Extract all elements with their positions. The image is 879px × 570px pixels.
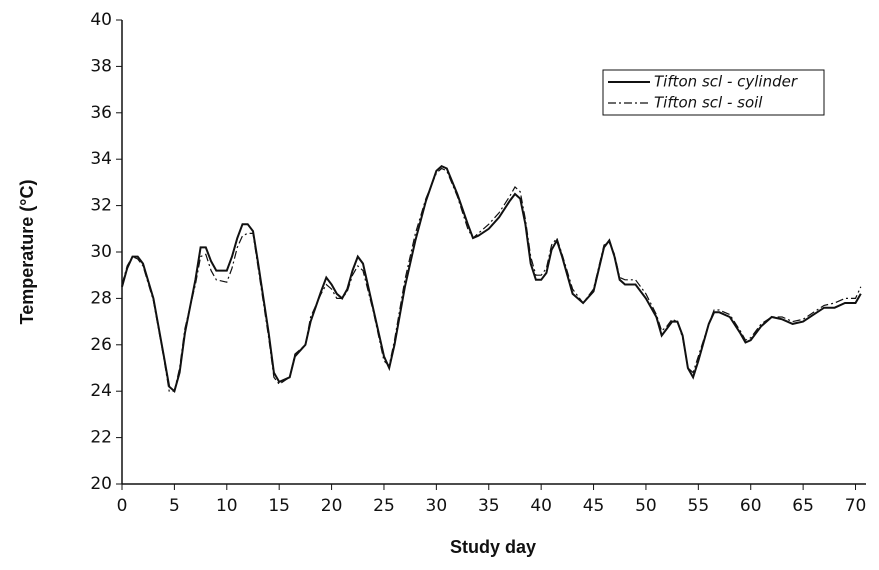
x-tick-label: 0 <box>117 496 128 516</box>
x-axis-title: Study day <box>450 537 536 557</box>
x-tick-label: 35 <box>478 496 500 516</box>
x-tick-label: 45 <box>583 496 605 516</box>
y-tick-label: 34 <box>90 149 112 169</box>
x-tick-label: 20 <box>321 496 343 516</box>
y-axis-title: Temperature (°C) <box>17 180 37 325</box>
x-tick-label: 40 <box>530 496 552 516</box>
series-line <box>121 167 862 392</box>
x-tick-label: 65 <box>792 496 814 516</box>
legend-label: Tifton scl - soil <box>654 94 763 112</box>
x-tick-label: 5 <box>169 496 180 516</box>
x-tick-label: 70 <box>845 496 867 516</box>
series-line <box>121 165 862 394</box>
y-tick-label: 20 <box>90 474 112 494</box>
x-tick-label: 30 <box>426 496 448 516</box>
y-tick-label: 28 <box>90 288 112 308</box>
y-tick-label: 24 <box>90 381 112 401</box>
x-tick-label: 25 <box>373 496 395 516</box>
x-tick-label: 50 <box>635 496 657 516</box>
y-tick-label: 30 <box>90 242 112 262</box>
y-tick-label: 32 <box>90 196 112 216</box>
y-tick-label: 40 <box>90 10 112 30</box>
y-tick-label: 26 <box>90 335 112 355</box>
y-tick-label: 22 <box>90 428 112 448</box>
x-tick-label: 55 <box>688 496 710 516</box>
x-tick-label: 10 <box>216 496 238 516</box>
legend-label: Tifton scl - cylinder <box>654 73 798 91</box>
x-tick-label: 15 <box>268 496 290 516</box>
legend <box>602 69 825 116</box>
y-tick-label: 36 <box>90 103 112 123</box>
x-tick-label: 60 <box>740 496 762 516</box>
y-tick-label: 38 <box>90 56 112 76</box>
